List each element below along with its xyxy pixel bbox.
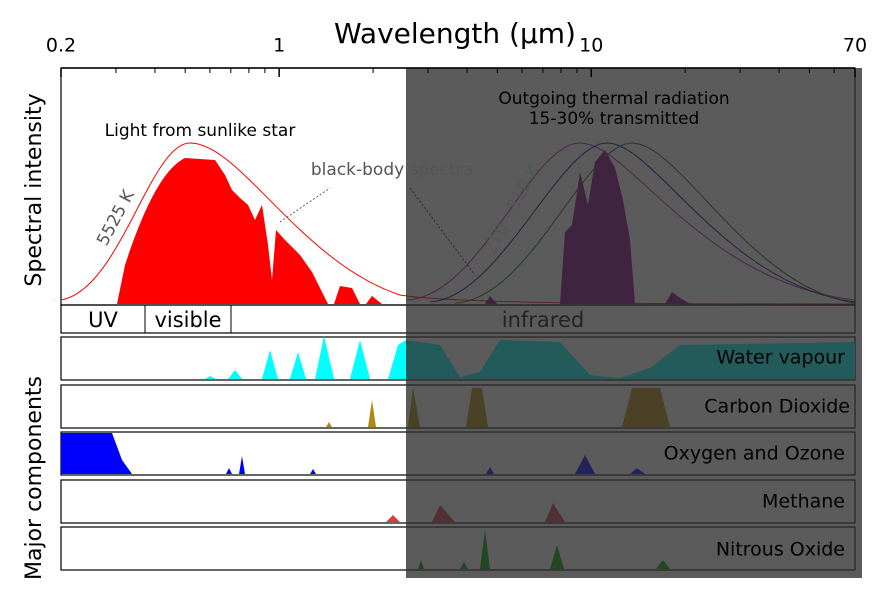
component-label: Water vapour (716, 347, 845, 369)
component-label: Oxygen and Ozone (664, 443, 845, 465)
axis-title: Wavelength (μm) (334, 17, 576, 50)
x-tick-label: 0.2 (46, 35, 76, 57)
pointer (279, 187, 331, 223)
band-label: visible (154, 308, 221, 332)
y-label: Major components (22, 376, 47, 580)
x-tick-label: 1 (273, 35, 285, 57)
band-label: UV (88, 308, 118, 332)
annotation: Light from sunlike star (105, 121, 296, 141)
component-label: Methane (762, 491, 845, 513)
annotation: black-body spectra (311, 160, 473, 180)
x-tick-label: 10 (579, 35, 603, 57)
component-label: Nitrous Oxide (716, 539, 845, 561)
x-tick-label: 70 (843, 35, 867, 57)
component-label: Carbon Dioxide (704, 396, 850, 418)
y-label: Spectral intensity (22, 93, 47, 286)
annotation: Outgoing thermal radiation (498, 89, 729, 109)
solar-spectrum (117, 158, 382, 304)
annotation: 15-30% transmitted (529, 109, 700, 129)
atmosphere-overlay (406, 68, 862, 578)
